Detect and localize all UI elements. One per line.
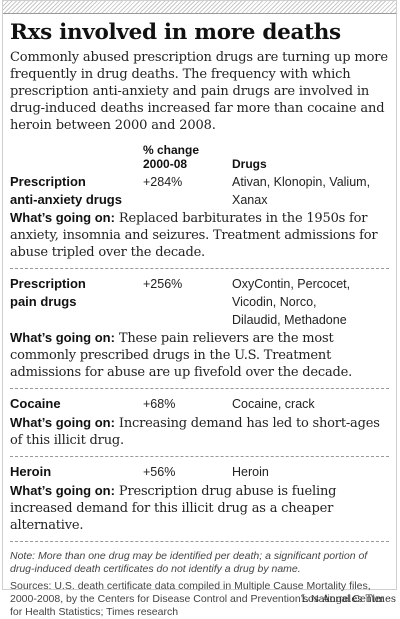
percent-change-value: +256%: [143, 277, 183, 291]
percent-change-value: +68%: [143, 397, 176, 411]
category-label: Heroin: [10, 464, 52, 479]
category-label: Prescription anti-anxiety drugs: [10, 173, 138, 209]
intro-text: Commonly abused prescription drugs are t…: [10, 50, 388, 133]
drugs-header: Drugs: [232, 157, 267, 171]
whats-going-on-label: What’s going on:: [10, 330, 115, 345]
category-line1: Prescription: [10, 276, 86, 291]
category-label: Cocaine: [10, 396, 61, 411]
publisher-credit: Los Angeles Times: [301, 594, 396, 605]
table-row-heroin: Heroin +56% Heroin: [10, 463, 389, 482]
whats-going-on-label: What’s going on:: [10, 483, 115, 498]
whats-going-on-label: What’s going on:: [10, 210, 115, 225]
percent-change-value: +284%: [143, 175, 183, 189]
row-divider: [10, 388, 389, 389]
table-row-pain-drugs: Prescription pain drugs +256% OxyContin,…: [10, 275, 389, 329]
infographic-body: Rxs involved in more deaths Commonly abu…: [3, 14, 396, 619]
hatched-header-bar: [3, 1, 396, 14]
drug-list-line2: Vicodin, Norco,: [232, 295, 317, 309]
drug-list: Cocaine, crack: [232, 397, 315, 411]
whats-going-on-body: Increasing demand has led to short-ages …: [10, 416, 380, 448]
drug-list-line1: Ativan, Klonopin, Valium,: [232, 175, 371, 189]
whats-going-on-label: What’s going on:: [10, 415, 115, 430]
notes-divider: [10, 541, 389, 542]
drug-list: Ativan, Klonopin, Valium, Xanax: [232, 173, 392, 209]
whats-going-on-text: What’s going on: Increasing demand has l…: [10, 414, 389, 449]
whats-going-on-body: These pain relievers are the most common…: [10, 331, 353, 380]
table-row-anti-anxiety: Prescription anti-anxiety drugs +284% At…: [10, 173, 389, 209]
percent-change-header-line2: 2000-08: [143, 157, 188, 171]
footnote: Note: More than one drug may be identifi…: [10, 550, 368, 575]
whats-going-on-body: Replaced barbiturates in the 1950s for a…: [10, 211, 378, 260]
category-line2: anti-anxiety drugs: [10, 192, 122, 207]
row-divider: [10, 456, 389, 457]
drug-list-line1: OxyContin, Percocet,: [232, 277, 351, 291]
category-line2: pain drugs: [10, 294, 77, 309]
whats-going-on-text: What’s going on: Prescription drug abuse…: [10, 482, 389, 534]
percent-change-header-line1: % change: [143, 143, 200, 157]
drug-list-line3: Dilaudid, Methadone: [232, 313, 347, 327]
whats-going-on-text: What’s going on: These pain relievers ar…: [10, 329, 389, 381]
whats-going-on-body: Prescription drug abuse is fueling incre…: [10, 484, 337, 533]
graphic-title: Rxs involved in more deaths: [10, 20, 341, 45]
drug-list: Heroin: [232, 465, 269, 479]
drug-list: OxyContin, Percocet, Vicodin, Norco, Dil…: [232, 275, 392, 329]
percent-change-value: +56%: [143, 465, 176, 479]
drug-list-line2: Xanax: [232, 193, 268, 207]
column-headers: % change 2000-08 Drugs: [10, 143, 389, 173]
percent-change-header: % change 2000-08: [143, 143, 199, 171]
row-divider: [10, 268, 389, 269]
category-line1: Prescription: [10, 174, 86, 189]
category-label: Prescription pain drugs: [10, 275, 138, 311]
whats-going-on-text: What’s going on: Replaced barbiturates i…: [10, 209, 389, 261]
table-row-cocaine: Cocaine +68% Cocaine, crack: [10, 395, 389, 414]
